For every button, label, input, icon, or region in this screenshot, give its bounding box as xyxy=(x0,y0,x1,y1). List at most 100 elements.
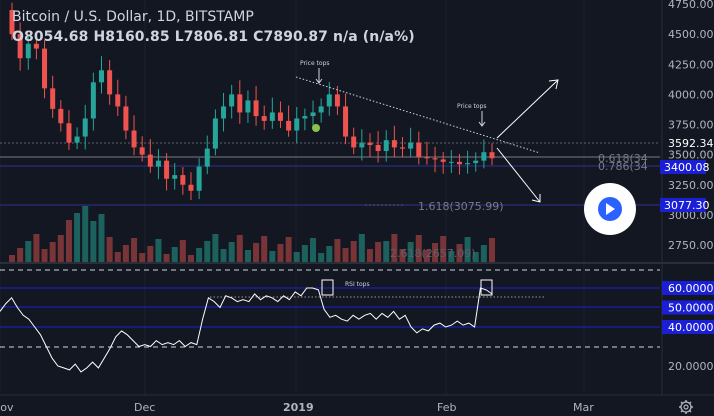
candle-body xyxy=(204,148,210,167)
chart-title: Bitcoin / U.S. Dollar, 1D, BITSTAMP xyxy=(12,9,254,25)
volume-bar xyxy=(171,247,178,263)
time-label-dec: Dec xyxy=(134,401,155,414)
candle-body xyxy=(359,142,365,148)
volume-bar xyxy=(155,239,162,263)
candle-body xyxy=(90,82,96,119)
candle-body xyxy=(261,116,267,121)
volume-bar xyxy=(139,253,146,263)
candle-body xyxy=(164,160,170,179)
volume-bar xyxy=(350,241,357,263)
candle-body xyxy=(107,70,113,95)
candle-body xyxy=(237,94,243,113)
green-dot-marker xyxy=(312,124,320,132)
volume-bar xyxy=(179,240,186,263)
rsi-axis-tick: 50.0000 xyxy=(668,302,714,315)
price-axis-tick: 3250.00 xyxy=(668,179,714,192)
volume-bar xyxy=(49,242,56,263)
candle-body xyxy=(302,116,308,119)
volume-bar xyxy=(285,237,292,263)
price-axis-tick: 2750.00 xyxy=(668,239,714,252)
svg-text:3592.34: 3592.34 xyxy=(668,137,714,150)
candle-body xyxy=(139,147,145,155)
candle-body xyxy=(310,112,316,117)
volume-bar xyxy=(448,251,455,263)
candle-body xyxy=(334,94,340,107)
candle-body xyxy=(286,120,292,131)
time-axis[interactable]: Nov Dec 2019 Feb Mar xyxy=(0,401,594,414)
volume-bar xyxy=(489,238,495,263)
volume-bar xyxy=(464,237,471,263)
time-label-2019: 2019 xyxy=(283,401,314,414)
rsi-axis[interactable]: 60.0000 50.0000 40.0000 20.0000 xyxy=(662,281,714,373)
volume-bar xyxy=(310,238,317,263)
volume-bar xyxy=(82,206,89,263)
candle-body xyxy=(98,70,104,83)
rsi-axis-tick: 60.0000 xyxy=(668,282,714,295)
scenario-arrows xyxy=(496,79,559,203)
volume-bar xyxy=(407,242,414,263)
volume-bar xyxy=(440,236,447,263)
candle-body xyxy=(424,157,430,159)
price-axis-tick: 3750.00 xyxy=(668,119,714,132)
price-axis-tick: 4000.00 xyxy=(668,88,714,101)
candle-body xyxy=(383,140,389,152)
candle-body xyxy=(74,136,80,143)
settings-gear-icon[interactable] xyxy=(679,400,693,414)
volume-bar xyxy=(253,243,260,263)
candle-body xyxy=(245,100,251,113)
volume-bar xyxy=(212,234,219,263)
candle-body xyxy=(212,118,218,149)
rsi-axis-tick: 40.0000 xyxy=(668,321,714,334)
volume-bar xyxy=(383,241,390,263)
candle-body xyxy=(408,142,414,149)
volume-bar xyxy=(33,234,40,263)
candle-body xyxy=(42,48,48,89)
rsi-axis-tag xyxy=(662,281,714,295)
rsi-pane: RSI tops xyxy=(0,269,660,373)
rsi-top-box-2 xyxy=(480,279,493,296)
volume-bar xyxy=(17,248,24,263)
candle-body xyxy=(147,154,153,167)
play-video-button[interactable] xyxy=(584,183,636,235)
candle-body xyxy=(391,140,397,148)
candle-body xyxy=(50,88,56,109)
fib-label-0618: 0.618(34 xyxy=(598,152,648,165)
volume-bar xyxy=(163,254,170,263)
volume-bar xyxy=(41,249,48,263)
volume-bar xyxy=(187,255,194,263)
volume-bar xyxy=(456,244,463,263)
price-tag-3400: 3400.08 xyxy=(660,160,710,174)
candle-body xyxy=(456,161,462,165)
candle-body xyxy=(400,147,406,149)
candle-body xyxy=(473,160,479,164)
candle-body xyxy=(481,152,487,161)
volume-bar xyxy=(90,221,97,263)
ohlc-values: O8054.68 H8160.85 L7806.81 C7890.87 n/a … xyxy=(12,29,415,45)
volume-bar xyxy=(244,250,251,263)
candle-body xyxy=(17,34,23,59)
volume-bar xyxy=(261,236,268,263)
svg-text:Price tops: Price tops xyxy=(457,103,487,110)
volume-bar xyxy=(326,246,333,263)
volume-bar xyxy=(415,235,422,263)
candle-body xyxy=(221,106,227,119)
volume-bar xyxy=(399,249,406,263)
price-tops-annotation-1: Price tops xyxy=(300,60,330,84)
volume-bar xyxy=(114,252,121,263)
price-axis-tick: 4500.00 xyxy=(668,28,714,41)
candle-body xyxy=(343,106,349,137)
volume-bar xyxy=(366,249,373,263)
candle-body xyxy=(318,106,324,113)
time-axis-bg xyxy=(0,395,714,416)
candle-body xyxy=(58,108,64,124)
volume-bar xyxy=(277,244,284,263)
vertical-gridlines xyxy=(0,0,585,395)
candle-body xyxy=(253,100,259,117)
volume-bar xyxy=(301,245,308,263)
candle-body xyxy=(115,94,121,107)
volume-bar xyxy=(25,241,32,263)
candle-body xyxy=(25,43,31,59)
fib-label-1618: 1.618(3075.99) xyxy=(418,200,504,213)
price-tag-3077: 3077.30 xyxy=(660,198,710,212)
